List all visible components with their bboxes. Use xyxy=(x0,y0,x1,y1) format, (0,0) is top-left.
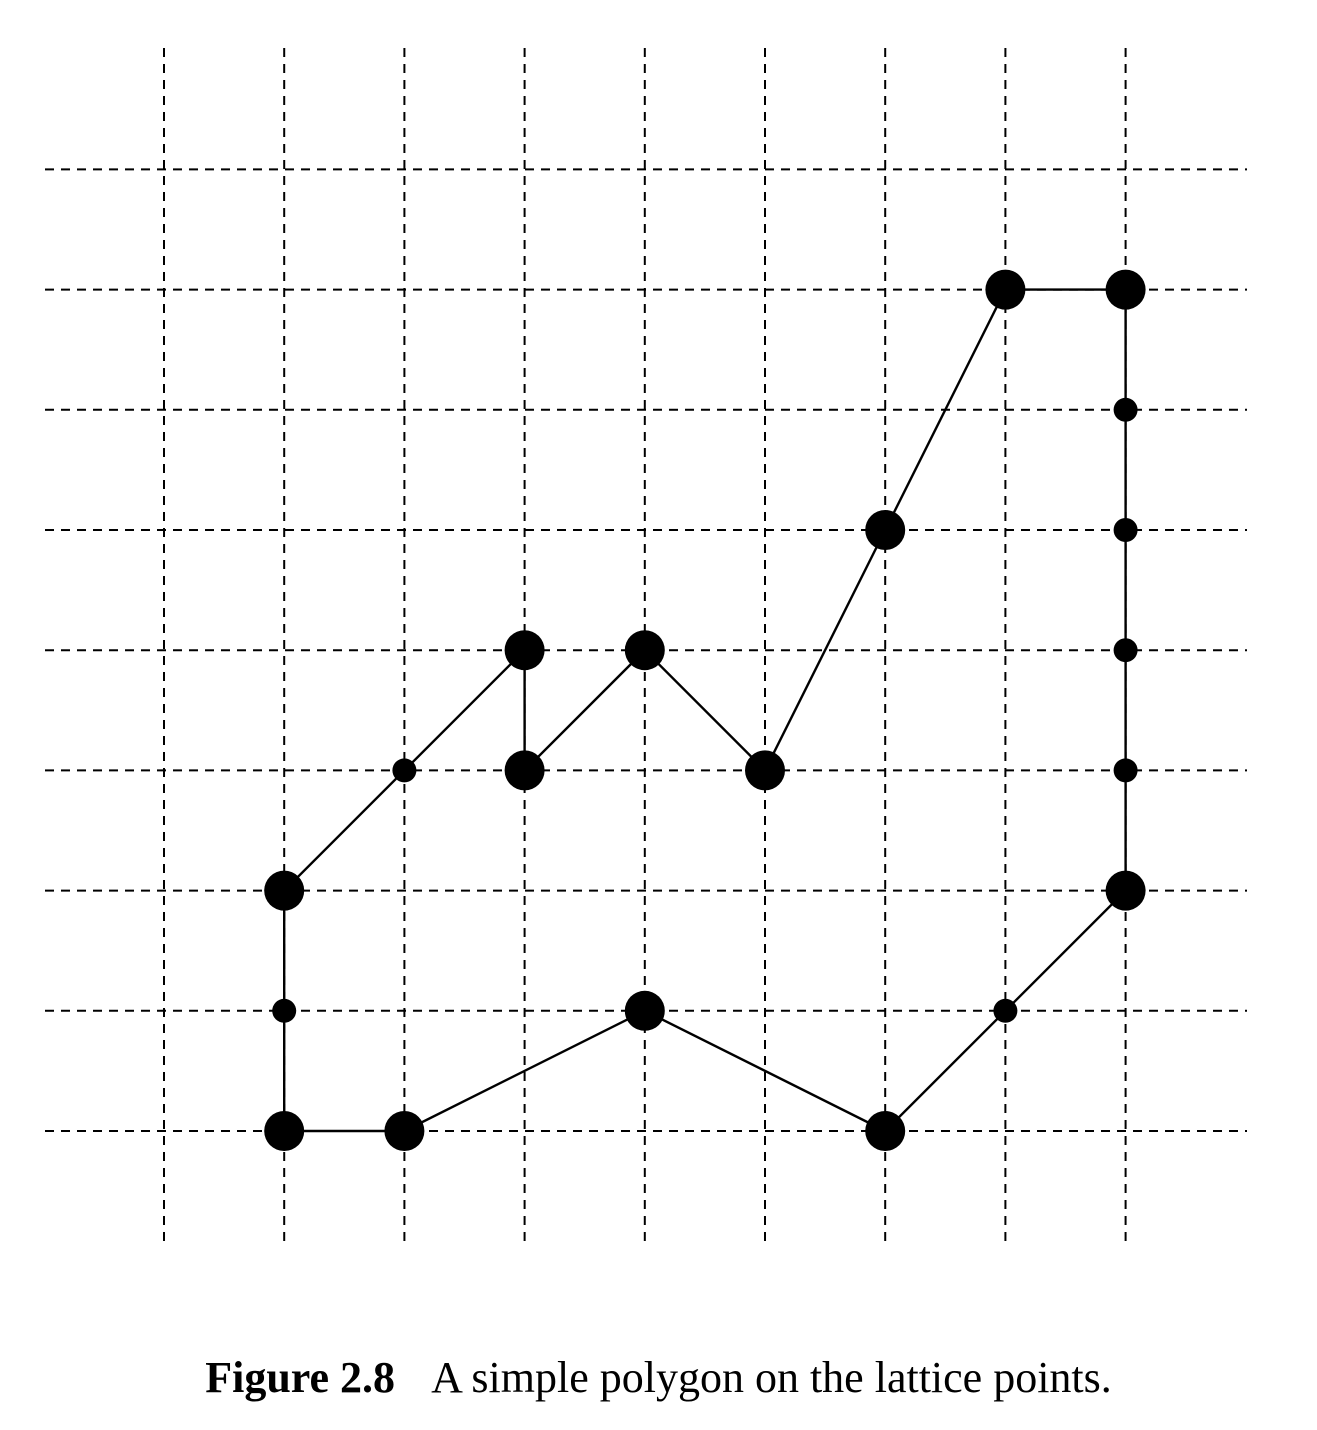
boundary-lattice-points xyxy=(272,397,1138,1023)
boundary-point xyxy=(1113,397,1138,422)
boundary-point xyxy=(993,998,1018,1023)
vertex-point xyxy=(624,630,665,671)
vertex-point xyxy=(745,750,785,791)
vertex-point xyxy=(1105,870,1146,911)
vertex-point xyxy=(504,630,545,671)
vertex-point xyxy=(985,269,1026,310)
figure-caption: Figure 2.8 A simple polygon on the lattic… xyxy=(0,1352,1317,1403)
vertex-point xyxy=(384,1111,425,1151)
lattice-polygon-figure xyxy=(45,48,1247,1246)
vertex-point xyxy=(264,870,305,911)
boundary-point xyxy=(272,998,297,1023)
caption-text: A simple polygon on the lattice points. xyxy=(431,1353,1112,1402)
vertex-point xyxy=(504,750,545,791)
vertex-point xyxy=(624,990,665,1031)
vertex-point xyxy=(865,1111,906,1151)
boundary-point xyxy=(1113,518,1138,542)
figure-number: Figure 2.8 xyxy=(205,1353,396,1402)
boundary-point xyxy=(1113,638,1138,663)
polygon-vertices xyxy=(264,269,1146,1151)
boundary-point xyxy=(1113,758,1138,783)
vertex-point xyxy=(1105,269,1146,310)
vertex-point xyxy=(264,1111,305,1151)
boundary-point xyxy=(873,518,898,542)
boundary-point xyxy=(392,758,417,783)
